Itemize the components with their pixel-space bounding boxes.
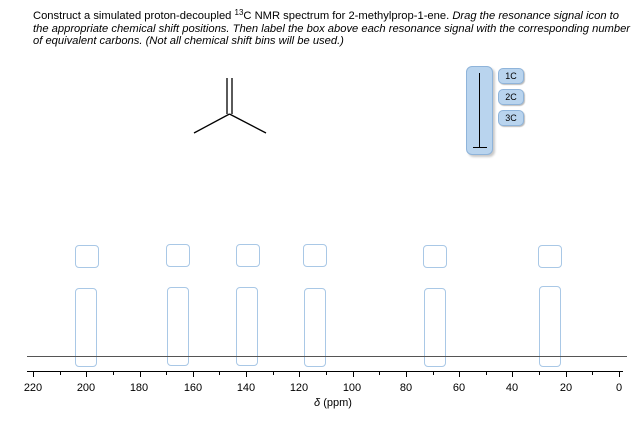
carbon-count-box[interactable] xyxy=(236,244,260,267)
major-tick xyxy=(246,371,248,377)
tick-label: 0 xyxy=(615,382,623,394)
minor-tick xyxy=(326,371,327,375)
tick-label: 160 xyxy=(183,382,203,394)
instructions-part2: C NMR spectrum for 2-methylprop-1-ene. xyxy=(243,10,453,22)
tick-label: 140 xyxy=(236,382,256,394)
minor-tick xyxy=(485,371,487,375)
delta-symbol: δ xyxy=(314,397,321,409)
major-tick xyxy=(192,371,194,377)
minor-tick xyxy=(432,371,434,375)
signal-peak-line xyxy=(479,73,480,147)
label-chip-3c[interactable]: 3C xyxy=(498,110,524,126)
major-tick xyxy=(33,371,34,377)
major-tick xyxy=(619,371,620,377)
instructions-part1: Construct a simulated proton-decoupled xyxy=(33,10,235,22)
chemical-shift-bin[interactable] xyxy=(304,288,326,367)
chemical-shift-bin[interactable] xyxy=(75,288,97,367)
major-tick xyxy=(86,371,88,377)
methyl-bond-left xyxy=(193,113,230,134)
tick-label: 180 xyxy=(129,382,149,394)
chemical-shift-bin[interactable] xyxy=(539,286,561,367)
tick-label: 60 xyxy=(452,382,466,394)
molecule-structure xyxy=(193,78,267,134)
carbon-count-box[interactable] xyxy=(423,245,447,268)
major-tick xyxy=(352,371,354,377)
minor-tick xyxy=(112,371,114,375)
major-tick xyxy=(405,371,407,377)
tick-label: 100 xyxy=(342,382,362,394)
signal-base-line xyxy=(473,147,487,148)
tick-label: 80 xyxy=(399,382,413,394)
resonance-signal-icon[interactable] xyxy=(466,66,493,155)
minor-tick xyxy=(592,371,594,375)
isotope-superscript: 13 xyxy=(234,8,244,17)
label-chip-2c[interactable]: 2C xyxy=(498,89,524,105)
major-tick xyxy=(139,371,141,377)
instructions-text: Construct a simulated proton-decoupled 1… xyxy=(33,8,631,48)
minor-tick xyxy=(379,371,381,375)
major-tick xyxy=(459,371,461,377)
tick-label: 220 xyxy=(23,382,43,394)
spectrum-baseline xyxy=(27,356,627,357)
major-tick xyxy=(299,371,301,377)
label-chip-1c[interactable]: 1C xyxy=(498,68,524,84)
minor-tick xyxy=(539,371,541,375)
carbon-count-box[interactable] xyxy=(538,245,562,268)
major-tick xyxy=(565,371,567,377)
minor-tick xyxy=(272,371,274,375)
tick-label: 200 xyxy=(76,382,96,394)
carbon-count-box[interactable] xyxy=(75,245,99,268)
major-tick xyxy=(512,371,514,377)
chemical-shift-bin[interactable] xyxy=(424,288,446,367)
minor-tick xyxy=(166,371,168,375)
chemical-shift-bin[interactable] xyxy=(236,287,258,366)
chemical-shift-bin[interactable] xyxy=(167,287,189,366)
instructions-directions: Drag the resonance signal icon to the ap… xyxy=(33,10,631,48)
ppm-axis xyxy=(27,371,623,372)
tick-label: 40 xyxy=(505,382,519,394)
minor-tick xyxy=(219,371,221,375)
methyl-bond-right xyxy=(229,113,267,134)
carbon-count-box[interactable] xyxy=(166,244,190,267)
axis-unit: (ppm) xyxy=(323,397,352,409)
carbon-count-box[interactable] xyxy=(303,244,327,267)
tick-label: 120 xyxy=(289,382,309,394)
minor-tick xyxy=(59,371,61,375)
axis-title: δ (ppm) xyxy=(303,397,363,409)
tick-label: 20 xyxy=(559,382,573,394)
